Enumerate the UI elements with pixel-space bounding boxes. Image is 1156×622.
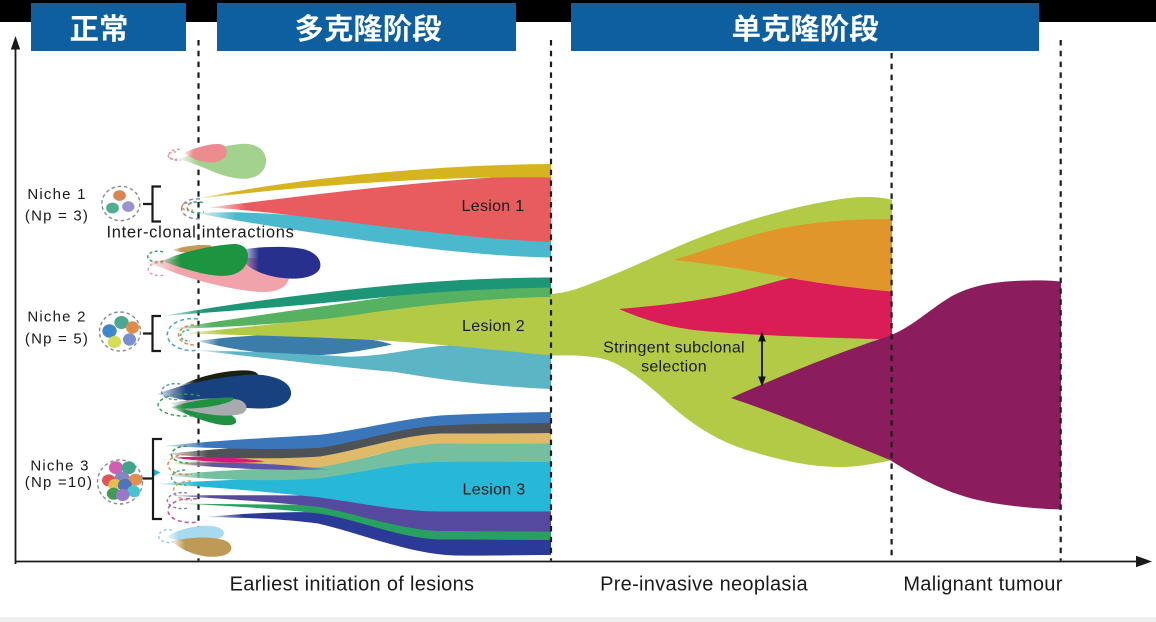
svg-text:Inter-clonal interactions: Inter-clonal interactions [106, 224, 294, 242]
svg-text:Earliest initiation of lesions: Earliest initiation of lesions [230, 574, 475, 596]
svg-text:Niche 3: Niche 3 [30, 458, 89, 475]
svg-text:selection: selection [641, 359, 707, 376]
svg-text:Niche 2: Niche 2 [27, 309, 86, 326]
svg-text:(Np = 3): (Np = 3) [25, 208, 89, 225]
svg-text:Niche 1: Niche 1 [27, 186, 86, 203]
svg-text:(Np =10): (Np =10) [25, 474, 93, 491]
svg-text:Lesion 1: Lesion 1 [462, 198, 525, 215]
svg-text:Malignant tumour: Malignant tumour [903, 574, 1062, 596]
svg-text:(Np = 5): (Np = 5) [25, 331, 89, 348]
svg-text:Stringent subclonal: Stringent subclonal [603, 340, 745, 357]
svg-text:Lesion 2: Lesion 2 [462, 318, 525, 335]
svg-text:Pre-invasive neoplasia: Pre-invasive neoplasia [600, 574, 808, 596]
svg-text:Lesion 3: Lesion 3 [463, 482, 526, 499]
